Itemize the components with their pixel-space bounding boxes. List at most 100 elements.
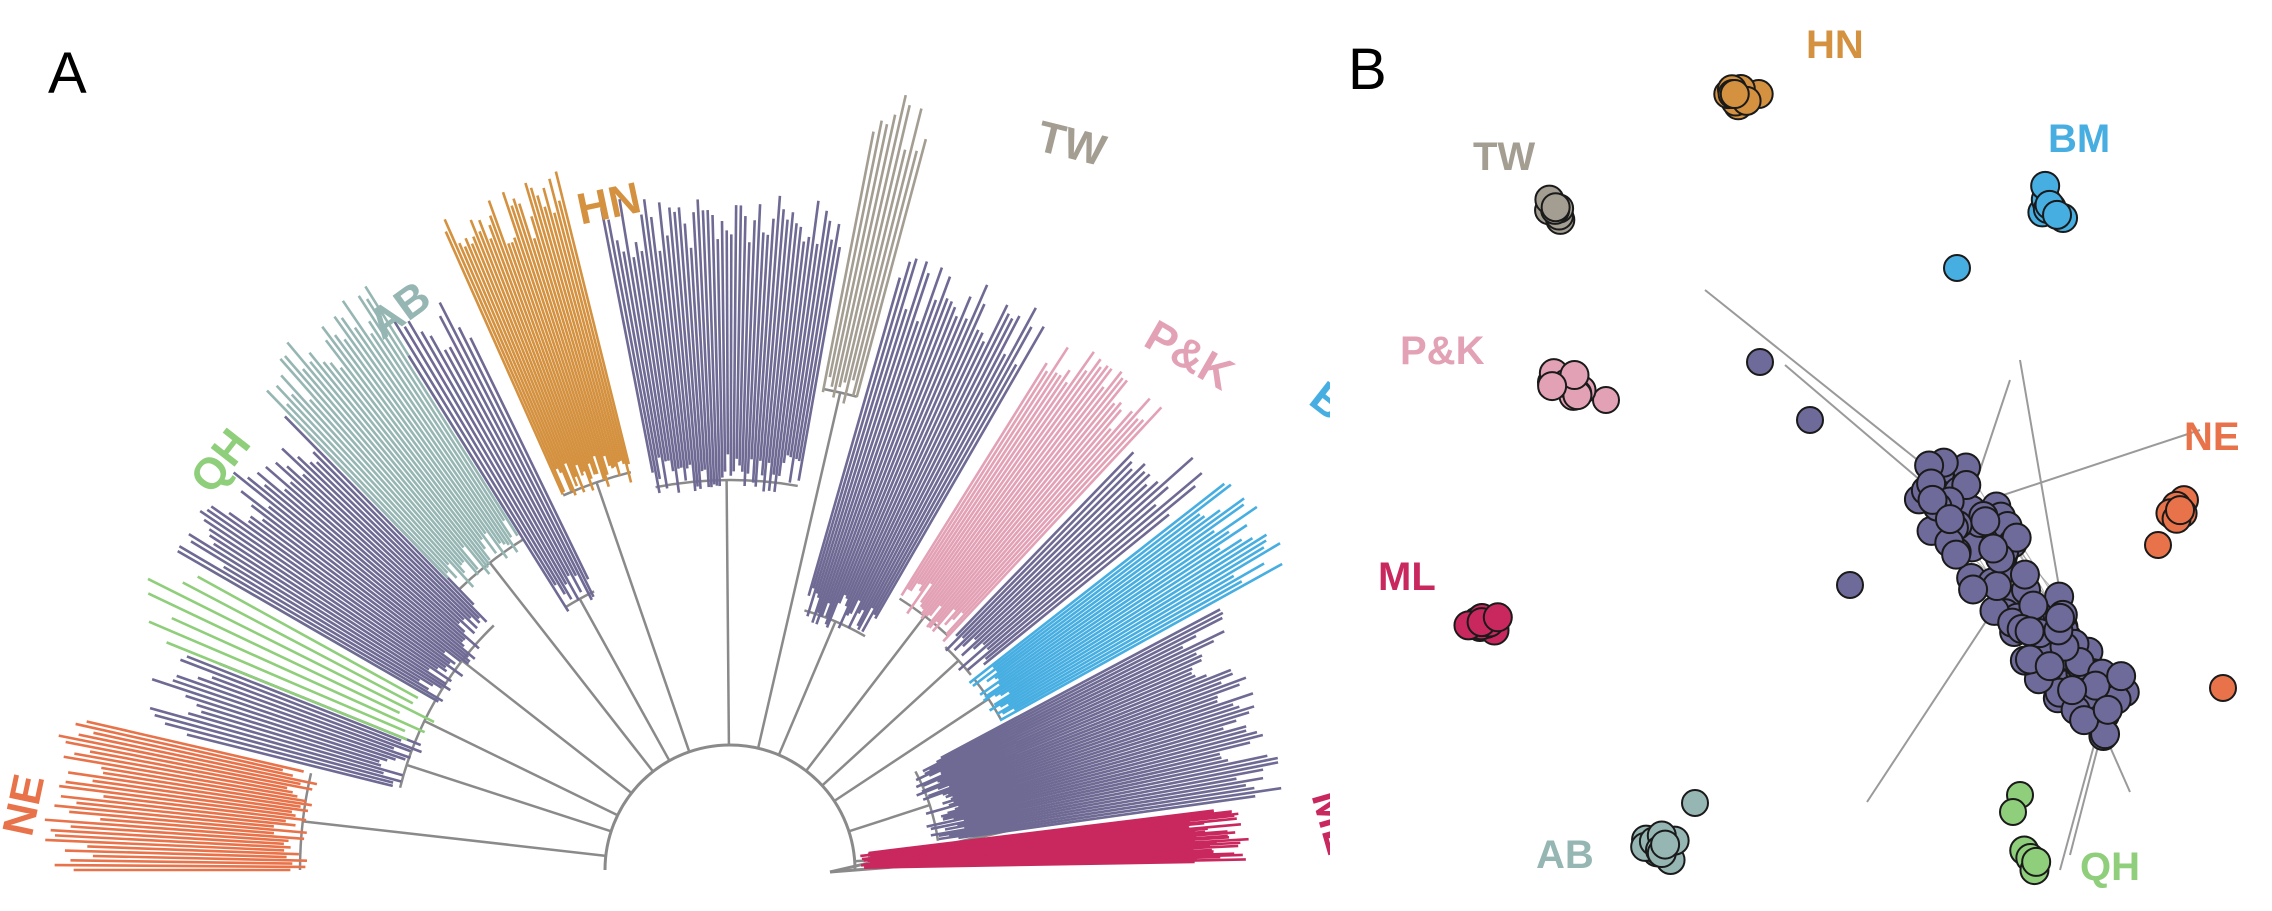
tree-branch-bg2	[250, 504, 446, 654]
tree-branch-hn	[554, 171, 631, 465]
tree-branch-bm	[1013, 580, 1243, 711]
tree-branch-bm	[972, 513, 1201, 688]
tree-branch-bg2	[206, 508, 439, 670]
tree-branch-tw	[821, 131, 875, 393]
tree-internal-stem-ne	[302, 820, 606, 858]
tree-branch-bg7	[957, 761, 1279, 827]
tree-branch-ne	[67, 771, 301, 808]
tree-branch-bg4	[795, 239, 834, 460]
tree-branch-ab	[280, 374, 475, 588]
network-node-bm	[2042, 199, 2073, 230]
tree-branch-pk	[920, 365, 1109, 615]
tree-branch-ne	[74, 752, 293, 794]
tree-branch-bm	[1007, 542, 1281, 706]
tree-branch-tw	[828, 120, 883, 378]
tree-branch-bg5	[874, 325, 1045, 620]
tree-branch-bg2	[223, 565, 430, 691]
tree-branch-bg7	[921, 674, 1207, 793]
tree-branch-bg4	[640, 250, 675, 472]
tree-branch-bg2	[232, 471, 471, 663]
tree-branch-bm	[992, 483, 1232, 669]
network-node-core	[1941, 539, 1972, 570]
tree-branch-bg7	[915, 630, 1225, 782]
tree-branch-bg1	[149, 706, 384, 775]
tree-branch-bg2	[240, 490, 462, 663]
network-node-satellite	[1681, 789, 1709, 817]
tree-branch-bg5	[816, 320, 920, 614]
tree-branch-bg2	[247, 519, 464, 678]
tree-branch-bg4	[754, 218, 775, 487]
tree-branch-ne	[75, 722, 284, 772]
tree-branch-bg4	[772, 226, 803, 475]
tree-branch-tw	[843, 104, 911, 383]
tree-branch-bg7	[957, 725, 1247, 808]
network-node-satellite	[2144, 531, 2172, 559]
network-node-core	[2014, 616, 2045, 647]
tree-branch-bm	[1001, 562, 1265, 715]
tree-branch-bg5	[812, 261, 912, 589]
tree-branch-pk	[906, 381, 1069, 615]
network-node-ab	[1650, 829, 1681, 860]
tree-branch-ab	[286, 341, 479, 571]
tree-branch-bg4	[767, 212, 795, 463]
tree-branch-hn	[548, 178, 626, 465]
tree-branch-pk	[928, 370, 1123, 617]
tree-branch-bg2	[265, 465, 466, 641]
tree-branch-qh	[171, 616, 426, 734]
tree-branch-bg1	[196, 703, 380, 763]
tree-branch-bg7	[954, 729, 1247, 811]
tree-branch-bg5	[844, 284, 989, 607]
tree-branch-bg5	[815, 308, 908, 594]
tree-branch-bg7	[942, 752, 1221, 821]
tree-branch-pk	[961, 418, 1139, 614]
tree-branch-bg4	[773, 241, 806, 493]
tree-branch-hn	[488, 224, 585, 476]
tree-branch-ml	[864, 860, 1195, 869]
tree-branch-bg4	[706, 210, 719, 486]
tree-branch-bg4	[750, 232, 765, 460]
tree-branch-bg1	[186, 733, 394, 788]
tree-branch-bg7	[940, 608, 1221, 759]
tree-branch-bm	[984, 530, 1230, 699]
tree-branch-bg1	[200, 710, 382, 767]
tree-branch-ab	[324, 339, 487, 550]
network-node-core	[2106, 661, 2137, 692]
tree-branch-pk	[919, 374, 1062, 586]
tree-branch-ne	[59, 784, 296, 817]
network-node-ne	[2165, 495, 2196, 526]
tree-branch-bg7	[927, 676, 1247, 798]
tree-branch-bm	[993, 533, 1268, 706]
tree-branch-ne	[63, 755, 298, 798]
tree-branch-bg5	[816, 261, 929, 599]
network-node-core	[2009, 559, 2040, 590]
tree-branch-bg3	[469, 337, 590, 580]
tree-branch-bg5	[845, 329, 980, 616]
tree-branch-ne	[65, 740, 313, 791]
tree-branch-hn	[444, 231, 565, 496]
tree-branch-hn	[518, 203, 611, 488]
tree-branch-bg7	[939, 652, 1197, 774]
network-label-qh: QH	[2080, 845, 2140, 889]
network-node-ml	[1482, 602, 1513, 633]
tree-branch-bg4	[657, 202, 689, 469]
tree-branch-bg2	[312, 451, 480, 620]
tree-branch-bg7	[930, 756, 1279, 831]
tree-branch-bg7	[922, 683, 1240, 801]
tree-branch-ne	[45, 838, 285, 852]
tree-branch-hn	[530, 215, 606, 457]
tree-branch-bg1	[151, 678, 396, 761]
tree-branch-ab	[322, 361, 489, 569]
tree-branch-bg1	[197, 676, 395, 750]
tree-branch-hn	[532, 237, 609, 476]
network-node-satellite	[1796, 406, 1824, 434]
tree-branch-bg6	[961, 468, 1133, 639]
tree-branch-bg7	[942, 695, 1219, 796]
tree-label-qh: QH	[181, 420, 260, 502]
network-label-ab: AB	[1536, 833, 1594, 877]
tree-branch-pk	[919, 358, 1102, 608]
tree-branch-bg4	[725, 230, 730, 455]
tree-branch-bg4	[789, 210, 829, 458]
tree-branch-ab	[308, 398, 466, 574]
tree-internal-stem-qh	[423, 719, 619, 817]
tree-branch-ne	[89, 750, 288, 790]
